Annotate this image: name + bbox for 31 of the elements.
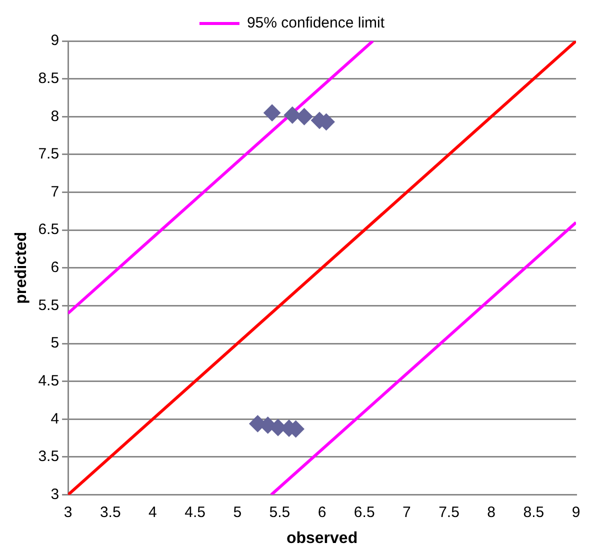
x-tick-label: 4 <box>148 504 157 521</box>
x-tick-label: 4.5 <box>184 504 206 521</box>
legend-label: 95% confidence limit <box>246 14 386 32</box>
y-tick-label: 5.5 <box>38 296 60 314</box>
x-tick-label: 3.5 <box>100 504 121 521</box>
x-tick-label: 5 <box>233 504 242 521</box>
y-tick-label: 8.5 <box>38 70 60 87</box>
y-tick-label: 4 <box>50 410 60 428</box>
x-tick-label: 7 <box>402 504 411 521</box>
x-tick-label: 7.5 <box>438 504 460 521</box>
y-tick-label: 8 <box>50 108 60 125</box>
x-tick-label: 9 <box>572 504 580 521</box>
point <box>296 108 313 126</box>
y-tick-label: 3 <box>50 486 60 503</box>
x-tick-label: 6.5 <box>354 504 375 521</box>
y-tick-label: 6 <box>50 259 60 276</box>
x-tick-label: 3 <box>64 504 72 521</box>
y-tick-label: 7.5 <box>38 146 60 163</box>
x-tick-label: 6 <box>318 504 326 521</box>
x-tick-label: 5.5 <box>269 504 290 521</box>
point <box>264 104 281 122</box>
y-tick-label: 4.5 <box>38 372 60 390</box>
y-tick-label: 6.5 <box>38 221 60 238</box>
y-tick-label: 5 <box>50 334 60 352</box>
x-tick-label: 8.5 <box>523 504 544 521</box>
x-tick-label: 8 <box>487 504 496 521</box>
y-tick-label: 3.5 <box>38 448 60 466</box>
y-tick-label: 9 <box>50 32 60 50</box>
x-axis-title: observed <box>286 530 358 547</box>
y-axis-title: predicted <box>13 232 30 304</box>
y-tick-label: 7 <box>50 183 60 200</box>
